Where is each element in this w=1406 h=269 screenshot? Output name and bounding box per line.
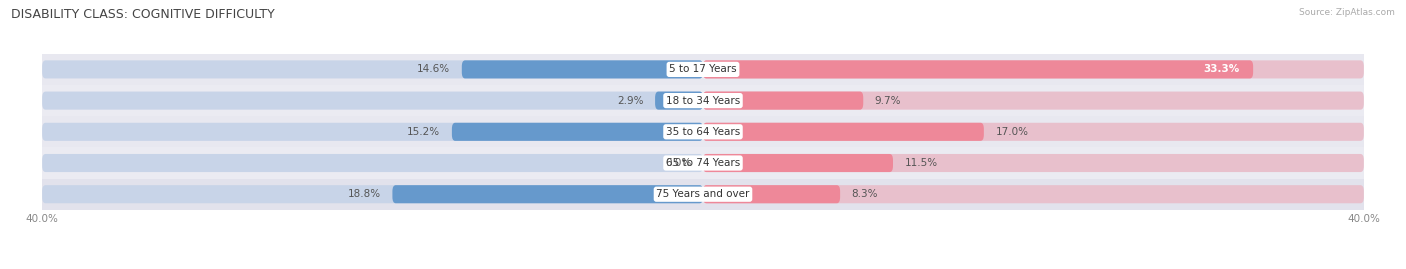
FancyBboxPatch shape [703, 185, 1364, 203]
FancyBboxPatch shape [703, 91, 1364, 110]
FancyBboxPatch shape [42, 123, 703, 141]
FancyBboxPatch shape [392, 185, 703, 203]
FancyBboxPatch shape [703, 60, 1364, 79]
Text: 33.3%: 33.3% [1204, 64, 1240, 75]
FancyBboxPatch shape [42, 154, 703, 172]
Text: 65 to 74 Years: 65 to 74 Years [666, 158, 740, 168]
Bar [42, 116, 1364, 147]
Text: 75 Years and over: 75 Years and over [657, 189, 749, 199]
FancyBboxPatch shape [703, 123, 1364, 141]
FancyBboxPatch shape [703, 185, 841, 203]
FancyBboxPatch shape [703, 154, 1364, 172]
Text: 17.0%: 17.0% [995, 127, 1028, 137]
FancyBboxPatch shape [42, 185, 703, 203]
Text: 9.7%: 9.7% [875, 95, 901, 106]
FancyBboxPatch shape [461, 60, 703, 79]
Text: 2.9%: 2.9% [617, 95, 644, 106]
FancyBboxPatch shape [703, 123, 984, 141]
Text: 8.3%: 8.3% [852, 189, 879, 199]
FancyBboxPatch shape [451, 123, 703, 141]
Text: 11.5%: 11.5% [904, 158, 938, 168]
FancyBboxPatch shape [703, 154, 893, 172]
FancyBboxPatch shape [42, 91, 703, 110]
Text: Source: ZipAtlas.com: Source: ZipAtlas.com [1299, 8, 1395, 17]
Text: 5 to 17 Years: 5 to 17 Years [669, 64, 737, 75]
Bar [42, 147, 1364, 179]
FancyBboxPatch shape [703, 60, 1253, 79]
Bar [42, 179, 1364, 210]
Bar [42, 85, 1364, 116]
Text: 18.8%: 18.8% [347, 189, 381, 199]
Text: 15.2%: 15.2% [408, 127, 440, 137]
Text: 14.6%: 14.6% [418, 64, 450, 75]
Text: 18 to 34 Years: 18 to 34 Years [666, 95, 740, 106]
FancyBboxPatch shape [703, 91, 863, 110]
FancyBboxPatch shape [42, 60, 703, 79]
Text: 35 to 64 Years: 35 to 64 Years [666, 127, 740, 137]
Text: 0.0%: 0.0% [665, 158, 692, 168]
FancyBboxPatch shape [655, 91, 703, 110]
Text: DISABILITY CLASS: COGNITIVE DIFFICULTY: DISABILITY CLASS: COGNITIVE DIFFICULTY [11, 8, 276, 21]
Bar [42, 54, 1364, 85]
